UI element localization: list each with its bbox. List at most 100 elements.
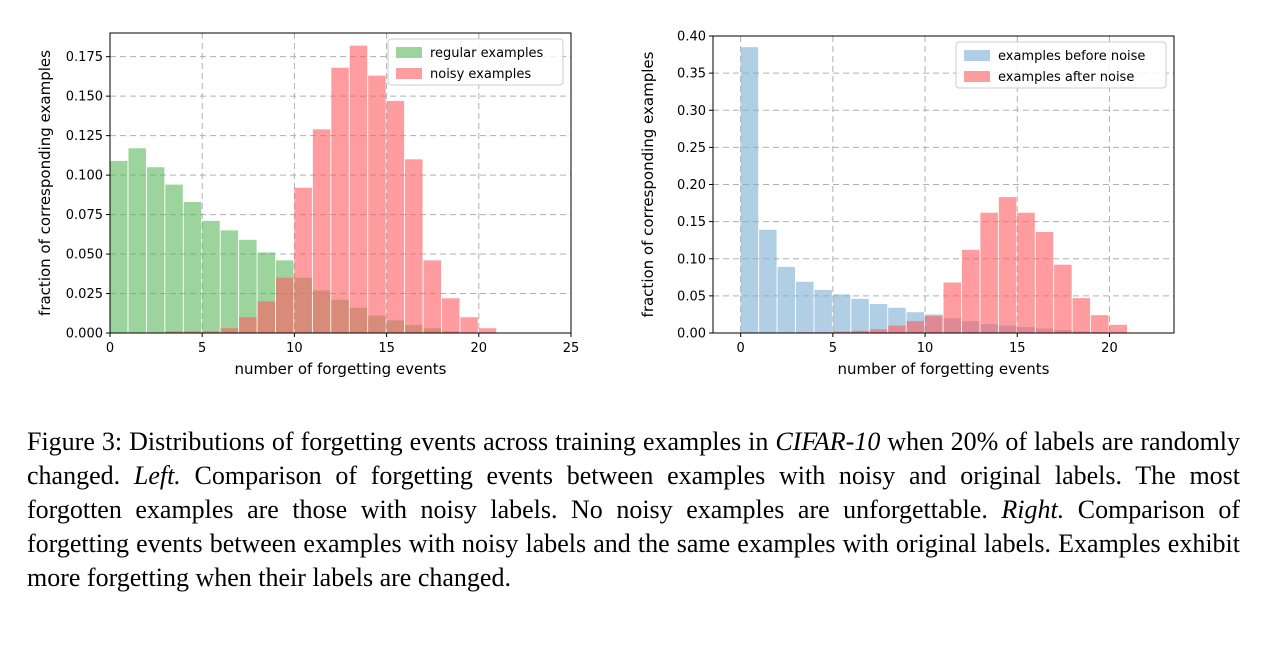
- x-axis-label: number of forgetting events: [838, 360, 1050, 378]
- bar: [1091, 315, 1109, 333]
- bar: [386, 100, 405, 333]
- plot-frame: [109, 32, 572, 334]
- bar: [832, 331, 851, 333]
- bar: [331, 67, 349, 333]
- bar: [869, 329, 888, 333]
- bar: [851, 330, 869, 333]
- x-tick-label: 0: [737, 341, 745, 356]
- bar: [146, 167, 165, 333]
- bar: [128, 148, 146, 333]
- bar: [888, 325, 906, 333]
- caption-right-text: Comparison of forgetting events between …: [27, 495, 1241, 592]
- y-tick-label: 0.050: [66, 248, 103, 263]
- bar: [851, 298, 869, 333]
- x-tick-label: 20: [471, 341, 488, 356]
- bar: [814, 289, 832, 333]
- bar: [368, 75, 386, 333]
- series-0: [110, 148, 460, 333]
- legend: examples before noise examples after nois…: [955, 41, 1167, 89]
- caption-left-text: Comparison of forgetting events between …: [27, 461, 1241, 524]
- bar: [961, 249, 980, 333]
- bar: [925, 315, 943, 333]
- legend-label: examples after noise: [998, 70, 1134, 85]
- bar: [795, 281, 814, 333]
- series-1: [165, 45, 497, 333]
- caption-part2: when 20% of labels are randomly changed.: [27, 427, 1241, 490]
- legend-box: [955, 41, 1167, 89]
- bar: [423, 260, 441, 333]
- bar: [239, 239, 257, 333]
- left-histogram: 0 5 10 15 20 25 0.000 0.025 0.050 0.075 0.100 0.125…: [36, 32, 579, 378]
- bar: [943, 282, 962, 333]
- legend-label: regular examples: [430, 46, 544, 61]
- legend-swatch: [396, 47, 422, 58]
- bar: [312, 129, 331, 333]
- bar: [1072, 298, 1091, 333]
- bar: [183, 201, 202, 333]
- legend-label: noisy examples: [430, 67, 531, 82]
- caption-left-label: Left.: [133, 461, 181, 490]
- y-tick-label: 0.000: [66, 327, 103, 342]
- bar: [1109, 324, 1127, 333]
- legend-box: [387, 38, 564, 86]
- bar: [202, 220, 220, 333]
- y-tick-label: 0.35: [677, 67, 706, 82]
- bar: [759, 229, 777, 333]
- legend-label: examples before noise: [998, 49, 1145, 64]
- legend-swatch: [396, 68, 422, 79]
- y-tick-label: 0.40: [677, 30, 706, 45]
- bar: [740, 47, 759, 333]
- y-tick-label: 0.20: [677, 178, 706, 193]
- x-tick-label: 5: [198, 341, 206, 356]
- x-tick-label: 15: [378, 341, 395, 356]
- bar: [777, 266, 796, 333]
- bar: [220, 328, 239, 333]
- bar: [460, 317, 478, 333]
- bar: [349, 45, 368, 333]
- caption-part1: Distributions of forgetting events acros…: [129, 427, 769, 456]
- x-tick-label: 10: [917, 341, 934, 356]
- y-axis-label: fraction of corresponding examples: [639, 51, 657, 317]
- bar: [1035, 232, 1054, 333]
- bar: [998, 197, 1017, 333]
- bar: [869, 304, 888, 333]
- bar: [478, 328, 497, 333]
- bar: [980, 212, 998, 333]
- bar: [405, 159, 423, 333]
- bar: [165, 331, 183, 333]
- x-tick-label: 10: [286, 341, 303, 356]
- x-tick-label: 20: [1101, 341, 1118, 356]
- bar: [202, 331, 220, 333]
- y-tick-label: 0.100: [66, 169, 103, 184]
- bar: [110, 160, 128, 333]
- y-tick-label: 0.15: [677, 215, 706, 230]
- legend-swatch: [964, 50, 990, 61]
- y-tick-label: 0.25: [677, 141, 706, 156]
- y-tick-label: 0.05: [677, 289, 706, 304]
- bar: [1017, 212, 1035, 333]
- bar: [906, 321, 925, 333]
- y-tick-label: 0.075: [66, 208, 103, 223]
- bar: [1054, 264, 1072, 333]
- y-tick-label: 0.150: [66, 90, 103, 105]
- caption-dataset: CIFAR-10: [775, 427, 881, 456]
- figure-caption: Figure 3: Distributions of forgetting ev…: [27, 425, 1240, 595]
- y-tick-label: 0.00: [677, 327, 706, 342]
- bar: [239, 317, 257, 333]
- x-tick-label: 0: [106, 341, 114, 356]
- bar: [165, 184, 183, 333]
- legend: regular examples noisy examples: [387, 38, 564, 86]
- bar: [441, 298, 460, 333]
- y-tick-label: 0.175: [66, 50, 103, 65]
- legend-swatch: [964, 71, 990, 82]
- y-tick-label: 0.10: [677, 252, 706, 267]
- bar: [832, 294, 851, 333]
- series-1: [795, 197, 1127, 333]
- x-axis-label: number of forgetting events: [235, 360, 447, 378]
- x-tick-label: 15: [1009, 341, 1026, 356]
- y-tick-label: 0.025: [66, 287, 103, 302]
- bar: [183, 331, 202, 333]
- y-tick-label: 0.125: [66, 129, 103, 144]
- bar: [275, 277, 294, 333]
- y-axis-label: fraction of corresponding examples: [36, 50, 54, 316]
